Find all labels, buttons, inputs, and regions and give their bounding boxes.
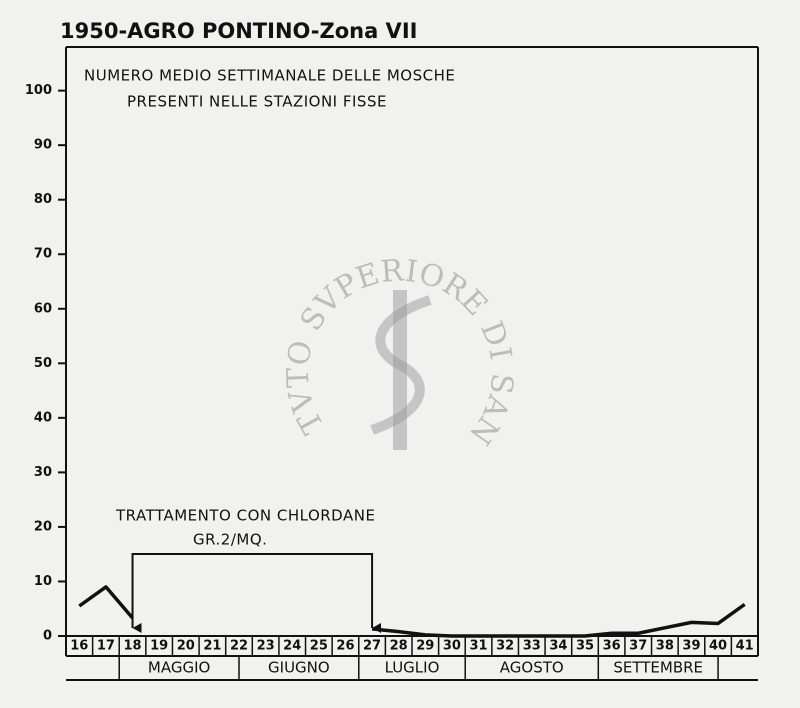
treatment-bracket xyxy=(131,553,382,633)
y-tick-label: 10 xyxy=(34,574,52,589)
month-label: SETTEMBRE xyxy=(613,659,703,677)
x-tick-label: 39 xyxy=(682,639,700,654)
y-tick-label: 70 xyxy=(34,247,52,262)
x-tick-label: 33 xyxy=(523,639,541,654)
annotation: TRATTAMENTO CON CHLORDANE xyxy=(115,507,375,525)
chart-title: 1950-AGRO PONTINO-Zona VII xyxy=(60,19,417,43)
y-tick-label: 40 xyxy=(34,410,52,425)
x-tick-label: 35 xyxy=(576,639,594,654)
x-tick-label: 19 xyxy=(150,639,168,654)
x-tick-label: 20 xyxy=(177,639,195,654)
x-tick-label: 25 xyxy=(310,639,328,654)
x-tick-label: 40 xyxy=(709,639,727,654)
x-tick-label: 28 xyxy=(390,639,408,654)
y-tick-label: 90 xyxy=(34,138,52,153)
month-label: MAGGIO xyxy=(148,659,210,677)
x-tick-label: 32 xyxy=(496,639,514,654)
y-tick-label: 80 xyxy=(34,192,52,207)
x-tick-label: 18 xyxy=(123,639,141,654)
frame xyxy=(65,46,759,681)
emblem-serpent xyxy=(370,295,432,435)
y-tick-label: 30 xyxy=(34,465,52,480)
x-tick-label: 17 xyxy=(97,639,115,654)
x-tick-label: 36 xyxy=(603,639,621,654)
x-tick-label: 30 xyxy=(443,639,461,654)
y-tick-label: 50 xyxy=(34,356,52,371)
x-tick-label: 27 xyxy=(363,639,381,654)
y-tick-label: 20 xyxy=(34,519,52,534)
annotation: GR.2/MQ. xyxy=(193,531,267,549)
x-tick-label: 16 xyxy=(70,639,88,654)
x-tick-label: 26 xyxy=(336,639,354,654)
x-tick-label: 24 xyxy=(283,639,301,654)
x-tick-label: 21 xyxy=(203,639,221,654)
x-tick-label: 23 xyxy=(257,639,275,654)
subtitle: NUMERO MEDIO SETTIMANALE DELLE MOSCHE xyxy=(84,67,455,85)
month-label: AGOSTO xyxy=(500,659,564,677)
x-tick-label: 37 xyxy=(629,639,647,654)
data-line xyxy=(371,602,746,638)
y-tick-label: 0 xyxy=(43,629,52,644)
x-tick-label: 34 xyxy=(549,639,567,654)
y-tick-label: 100 xyxy=(25,83,52,98)
month-label: LUGLIO xyxy=(385,659,440,677)
x-tick-label: 22 xyxy=(230,639,248,654)
y-tick-label: 60 xyxy=(34,301,52,316)
x-tick-label: 41 xyxy=(736,639,754,654)
x-tick-label: 38 xyxy=(656,639,674,654)
x-tick-label: 29 xyxy=(416,639,434,654)
subtitle: PRESENTI NELLE STAZIONI FISSE xyxy=(127,93,387,111)
x-tick-label: 31 xyxy=(469,639,487,654)
data-line xyxy=(78,585,134,620)
month-label: GIUGNO xyxy=(268,659,330,677)
